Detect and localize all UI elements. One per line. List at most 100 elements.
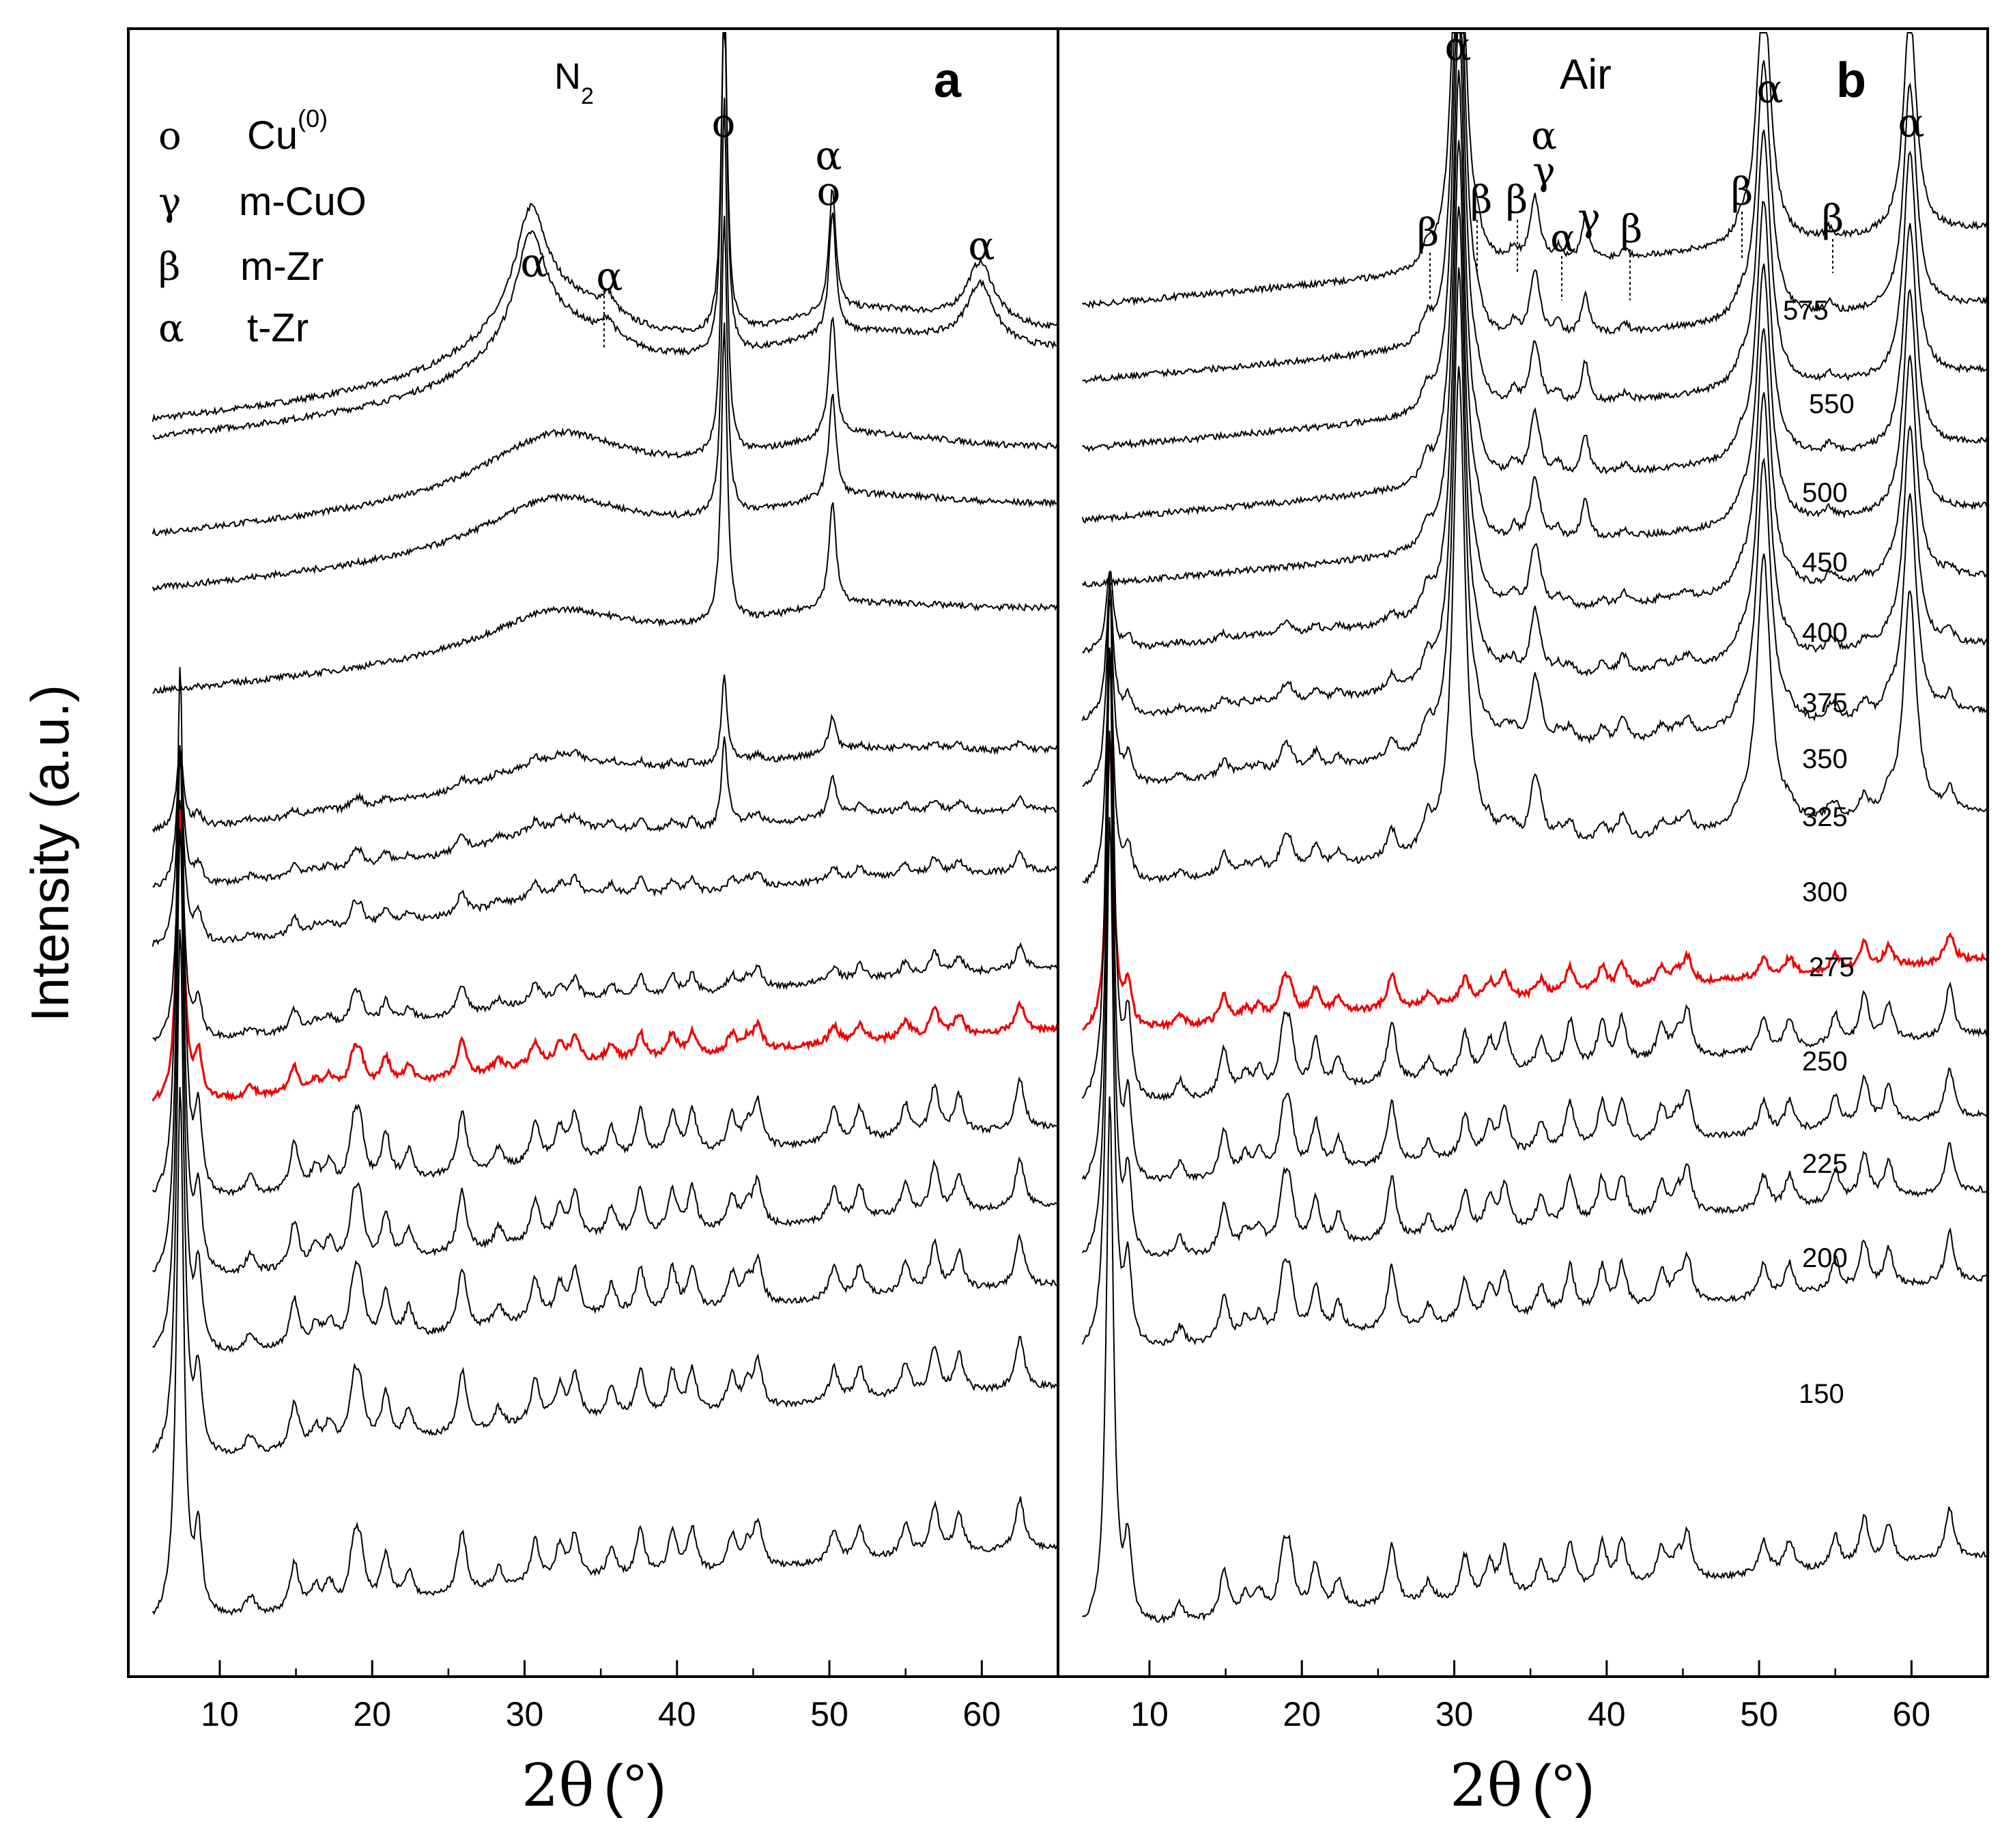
panel-b-peak-labels: α β β β α γ α γ β β α β α <box>1417 23 1925 300</box>
xrd-curve-b-14 <box>1082 1096 1988 1624</box>
legend-name-tzr: t-Zr <box>247 306 309 350</box>
legend-name-cu0: Cu(0) <box>247 104 328 158</box>
peak-label-b-alpha-30: α <box>1444 23 1471 70</box>
xrd-curve-a-1 <box>152 32 1059 440</box>
panel-a-curves <box>152 32 1059 1616</box>
xrd-curve-a-3 <box>152 216 1059 592</box>
xrd-curve-a-14 <box>152 1087 1059 1616</box>
peak-label-b-gamma-35: γ <box>1532 150 1555 194</box>
temp-label-375: 375 <box>1802 688 1848 718</box>
panel-b-letter: b <box>1836 53 1866 108</box>
peak-label-b-beta-34: β <box>1506 178 1528 223</box>
peak-label-b-alpha-37: α <box>1550 216 1576 261</box>
xrd-curve-a-2 <box>152 98 1059 537</box>
xrd-curve-b-9 <box>1081 739 1988 1032</box>
x-tick-label-b-30: 30 <box>1435 1695 1474 1733</box>
temp-label-300: 300 <box>1802 877 1848 907</box>
xrd-curve-a-11 <box>152 745 1059 1275</box>
xrd-curve-a-5 <box>152 674 1059 834</box>
x-tick-label-a-30: 30 <box>506 1695 544 1733</box>
temp-label-500: 500 <box>1802 478 1848 508</box>
x-tick-label-a-50: 50 <box>810 1695 848 1733</box>
xrd-curve-b-1 <box>1082 32 1988 384</box>
xrd-curve-b-6 <box>1081 206 1988 722</box>
xrd-curve-b-13 <box>1081 816 1988 1346</box>
x-tick-label-b-40: 40 <box>1588 1695 1626 1733</box>
panel-a-letter: a <box>934 53 962 108</box>
xrd-curve-b-2 <box>1082 32 1988 453</box>
temp-label-250: 250 <box>1802 1047 1848 1077</box>
legend-symbol-cu0: o <box>158 114 182 158</box>
peak-label-b-alpha-35: α <box>1531 114 1557 158</box>
peak-label-b-beta-41: β <box>1620 208 1642 252</box>
xrd-curve-b-0 <box>1082 32 1988 309</box>
xrd-curve-a-4 <box>152 322 1059 694</box>
legend-name-mzr: m-Zr <box>240 244 324 289</box>
x-tick-label-a-20: 20 <box>353 1695 391 1733</box>
x-tick-label-b-10: 10 <box>1130 1695 1169 1733</box>
peak-label-b-alpha-60: α <box>1898 100 1924 146</box>
xrd-curve-a-12 <box>152 828 1059 1353</box>
panel-a-peak-labels: α α o α o α <box>520 100 995 348</box>
xrd-curve-a-13 <box>152 929 1059 1455</box>
xrd-curve-b-8 <box>1082 366 1988 885</box>
panel-b-x-axis: 10 20 30 40 50 60 <box>1130 1660 1930 1733</box>
peak-label-b-beta-49: β <box>1731 170 1753 214</box>
legend-symbol-mzr: β <box>158 245 180 289</box>
temp-label-225: 225 <box>1802 1149 1848 1179</box>
peak-label-b-gamma-38: γ <box>1577 196 1600 240</box>
peak-label-a-alpha-35: α <box>596 253 623 300</box>
peak-label-b-beta-28: β <box>1417 211 1439 255</box>
x-axis-label-b: 2θ (°) <box>1450 1752 1595 1820</box>
x-tick-label-b-60: 60 <box>1893 1695 1931 1733</box>
panel-b-curves <box>1081 32 1988 1624</box>
peak-label-a-cu-50: o <box>817 168 841 214</box>
xrd-curve-a-7 <box>152 760 1059 947</box>
x-tick-label-a-60: 60 <box>963 1695 1001 1733</box>
panel-a-legend: o Cu(0) γ m-CuO β m-Zr α t-Zr <box>158 104 367 351</box>
temp-label-450: 450 <box>1802 548 1848 578</box>
x-tick-label-b-50: 50 <box>1740 1695 1778 1733</box>
xrd-curve-a-8 <box>152 799 1059 1042</box>
xrd-curve-b-10 <box>1081 571 1988 1102</box>
peak-label-a-alpha-60: α <box>968 223 995 269</box>
temp-label-575: 575 <box>1783 296 1829 326</box>
xrd-curve-b-11 <box>1081 655 1988 1182</box>
peak-label-b-alpha-50: α <box>1756 66 1783 112</box>
panel-b-frame <box>1057 27 1989 1678</box>
panel-a-x-axis: 10 20 30 40 50 60 <box>201 1660 1001 1733</box>
xrd-curve-b-3 <box>1081 32 1988 524</box>
xrd-curve-a-6 <box>152 736 1059 888</box>
x-axis-label-a: 2θ (°) <box>521 1752 666 1820</box>
panel-a-atmosphere: N2 <box>554 56 594 109</box>
peak-label-b-beta-31: β <box>1470 178 1492 223</box>
xrd-curve-b-4 <box>1081 70 1988 588</box>
xrd-curve-a-10 <box>152 667 1059 1197</box>
temp-label-325: 325 <box>1802 802 1848 832</box>
legend-symbol-cuo: γ <box>158 180 181 225</box>
x-tick-label-a-10: 10 <box>201 1695 239 1733</box>
x-tick-label-a-40: 40 <box>658 1695 696 1733</box>
temp-label-400: 400 <box>1802 618 1848 648</box>
xrd-curve-a-9 <box>152 809 1059 1103</box>
peak-label-a-alpha-50: α <box>815 132 842 179</box>
temp-label-200: 200 <box>1802 1243 1848 1273</box>
temp-label-275: 275 <box>1809 952 1855 982</box>
temp-label-550: 550 <box>1809 389 1855 419</box>
legend-name-cuo: m-CuO <box>239 180 367 224</box>
xrd-curve-b-5 <box>1082 140 1988 654</box>
temp-label-150: 150 <box>1799 1379 1844 1409</box>
temperature-labels: 575 550 500 450 400 375 350 325 300 275 … <box>1783 296 1855 1409</box>
peak-label-a-cu-43: o <box>712 100 736 146</box>
peak-label-b-beta-55: β <box>1822 197 1844 242</box>
x-tick-label-b-20: 20 <box>1283 1695 1321 1733</box>
temp-label-350: 350 <box>1802 744 1848 774</box>
y-axis-label: Intensity (a.u.) <box>20 685 80 1022</box>
legend-symbol-tzr: α <box>158 307 184 351</box>
xrd-curve-b-12 <box>1081 730 1988 1257</box>
xrd-curve-b-7 <box>1082 267 1988 787</box>
peak-label-a-alpha-30: α <box>520 240 547 286</box>
panel-b-atmosphere: Air <box>1560 51 1612 98</box>
xrd-curve-a-0 <box>152 32 1059 422</box>
